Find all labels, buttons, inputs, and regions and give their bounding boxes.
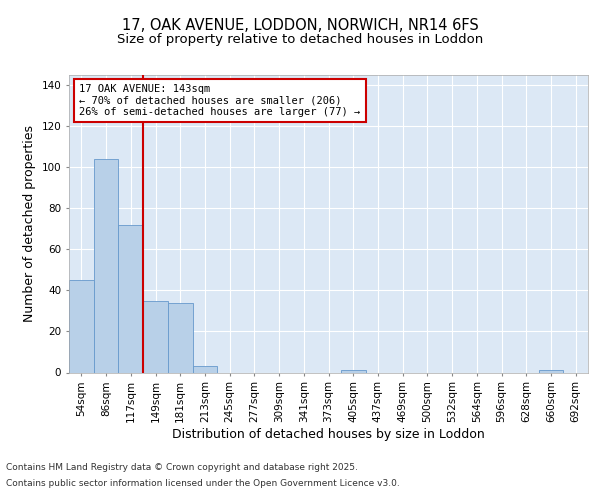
Text: Contains HM Land Registry data © Crown copyright and database right 2025.: Contains HM Land Registry data © Crown c… <box>6 464 358 472</box>
Text: 17, OAK AVENUE, LODDON, NORWICH, NR14 6FS: 17, OAK AVENUE, LODDON, NORWICH, NR14 6F… <box>122 18 478 32</box>
Bar <box>69 280 94 372</box>
Bar <box>143 300 168 372</box>
Text: 17 OAK AVENUE: 143sqm
← 70% of detached houses are smaller (206)
26% of semi-det: 17 OAK AVENUE: 143sqm ← 70% of detached … <box>79 84 361 117</box>
Bar <box>539 370 563 372</box>
Text: Contains public sector information licensed under the Open Government Licence v3: Contains public sector information licen… <box>6 478 400 488</box>
Bar <box>118 225 143 372</box>
Bar <box>193 366 217 372</box>
Bar <box>341 370 365 372</box>
X-axis label: Distribution of detached houses by size in Loddon: Distribution of detached houses by size … <box>172 428 485 441</box>
Bar <box>168 302 193 372</box>
Bar <box>94 159 118 372</box>
Y-axis label: Number of detached properties: Number of detached properties <box>23 125 36 322</box>
Text: Size of property relative to detached houses in Loddon: Size of property relative to detached ho… <box>117 32 483 46</box>
